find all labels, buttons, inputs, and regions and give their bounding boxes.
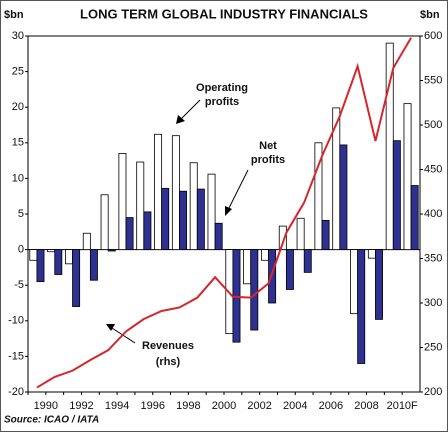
bar — [125, 217, 134, 250]
x-tick-label: 1992 — [69, 400, 93, 412]
x-tick-label: 2004 — [283, 400, 307, 412]
bar — [303, 249, 312, 273]
annotation-operating: Operating profits — [176, 82, 248, 124]
y-tick-label: -15 — [8, 350, 24, 362]
y2-tick-label: 400 — [424, 208, 442, 220]
bar — [285, 249, 294, 290]
annotation-net: Net profits — [225, 140, 285, 216]
y-tick-label: 5 — [18, 208, 24, 220]
bar — [339, 144, 348, 251]
y2-tick-label: 550 — [424, 74, 442, 86]
bar — [268, 249, 277, 304]
bar — [321, 220, 330, 251]
y-axis-label: $bn — [4, 9, 24, 21]
bar — [65, 249, 73, 265]
bar — [410, 185, 419, 251]
annotation-text: Operating — [196, 82, 248, 94]
bar — [89, 249, 98, 281]
x-tick-label: 1990 — [34, 400, 58, 412]
x-tick-label: 1998 — [176, 400, 200, 412]
bar — [118, 153, 127, 250]
bar — [375, 249, 383, 320]
annotation-text: Net — [259, 140, 277, 152]
x-tick-label: 2008 — [354, 400, 378, 412]
bar — [29, 249, 38, 261]
y2-tick-label: 350 — [424, 252, 442, 264]
arrowhead — [106, 324, 115, 331]
x-tick-label: 1996 — [140, 400, 164, 412]
bar — [243, 249, 252, 285]
y-tick-label: 20 — [12, 101, 24, 113]
y-tick-label: 0 — [18, 244, 24, 256]
chart-title: LONG TERM GLOBAL INDUSTRY FINANCIALS — [80, 6, 368, 21]
bar — [214, 222, 223, 250]
arrow — [227, 169, 249, 211]
bar — [47, 249, 56, 253]
y-tick-label: -10 — [8, 315, 24, 327]
bar — [403, 103, 412, 251]
bar — [392, 140, 401, 250]
bar — [179, 190, 187, 251]
x-tick-label: 1994 — [105, 400, 129, 412]
source: Source: ICAO / IATA — [4, 415, 99, 426]
bar — [82, 232, 91, 250]
annotation-text: profits — [205, 96, 239, 108]
arrow — [179, 99, 201, 121]
y-tick-label: -20 — [8, 386, 24, 398]
bar — [261, 249, 269, 261]
y-tick-label: 30 — [12, 30, 24, 42]
bar — [250, 249, 259, 331]
x-tick-label: 2006 — [319, 400, 343, 412]
x-tick-label: 2000 — [212, 400, 236, 412]
bar — [357, 249, 366, 364]
bar — [154, 133, 163, 250]
bar — [143, 211, 152, 250]
annotation-revenues: Revenues (rhs) — [106, 324, 194, 368]
bar — [54, 249, 63, 275]
bar — [350, 249, 359, 315]
bar — [207, 173, 216, 251]
bar — [314, 142, 323, 251]
y2-tick-label: 600 — [424, 30, 442, 42]
y-tick-label: 15 — [12, 137, 24, 149]
annotation-text: (rhs) — [156, 356, 181, 368]
bar — [161, 187, 170, 250]
bar — [107, 249, 116, 252]
y2-tick-label: 300 — [424, 297, 442, 309]
bar — [136, 161, 145, 250]
y-tick-label: 25 — [12, 66, 24, 78]
x-tick-label: 2002 — [247, 400, 271, 412]
bar — [36, 249, 45, 283]
bar — [72, 249, 81, 307]
y2-axis-label: $bn — [420, 9, 440, 21]
arrowhead — [225, 206, 232, 216]
bar — [296, 217, 305, 251]
bar — [171, 135, 180, 250]
annotation-text: profits — [251, 154, 285, 166]
bar — [196, 188, 205, 251]
x-tick-label: 2010F — [387, 400, 418, 412]
bar — [100, 194, 109, 251]
bar — [278, 225, 287, 251]
y-tick-label: -5 — [14, 279, 24, 291]
bar — [367, 249, 376, 259]
y2-tick-label: 500 — [424, 119, 442, 131]
arrowhead — [176, 115, 185, 124]
y2-tick-label: 250 — [424, 341, 442, 353]
y2-tick-label: 450 — [424, 163, 442, 175]
y-tick-label: 10 — [12, 172, 24, 184]
revenue-line — [36, 37, 412, 389]
y2-tick-label: 200 — [424, 386, 442, 398]
annotation-text: Revenues — [142, 340, 194, 352]
bar — [189, 162, 198, 250]
